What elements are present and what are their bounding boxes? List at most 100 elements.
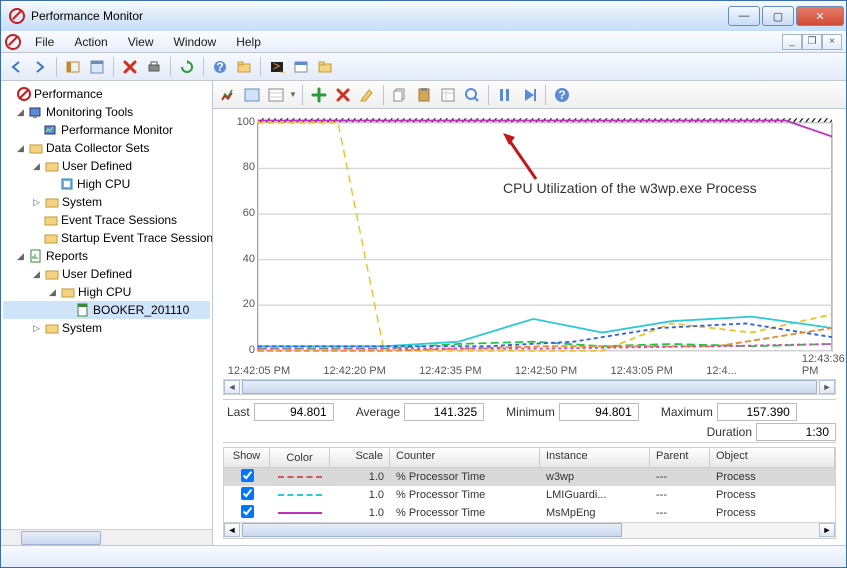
- tree-startup-event-trace[interactable]: Startup Event Trace Sessions: [3, 229, 210, 247]
- tree-performance-monitor[interactable]: Performance Monitor: [3, 121, 210, 139]
- zoom-button[interactable]: [461, 84, 483, 106]
- header-show[interactable]: Show: [224, 448, 270, 467]
- counters-horizontal-scrollbar[interactable]: ◄ ►: [224, 522, 835, 538]
- menu-window[interactable]: Window: [164, 33, 227, 51]
- remove-counter-button[interactable]: [332, 84, 354, 106]
- tree-reports-user-defined[interactable]: ◢User Defined: [3, 265, 210, 283]
- counter-name: % Processor Time: [390, 488, 540, 502]
- y-tick-label: 40: [243, 253, 255, 265]
- counter-show-checkbox[interactable]: [241, 487, 254, 500]
- menu-view[interactable]: View: [118, 33, 164, 51]
- counter-show-checkbox[interactable]: [241, 469, 254, 482]
- new-window-button[interactable]: [290, 56, 312, 78]
- counter-show-checkbox[interactable]: [241, 505, 254, 518]
- show-hide-tree-button[interactable]: [62, 56, 84, 78]
- minimize-button[interactable]: —: [728, 6, 760, 26]
- header-counter[interactable]: Counter: [390, 448, 540, 467]
- tree-system[interactable]: ▷System: [3, 193, 210, 211]
- highlight-button[interactable]: [356, 84, 378, 106]
- counter-object: Process: [710, 488, 835, 502]
- close-button[interactable]: ✕: [796, 6, 844, 26]
- counter-row[interactable]: 1.0% Processor TimeLMIGuardi...---Proces…: [224, 486, 835, 504]
- counter-instance: w3wp: [540, 470, 650, 484]
- maximize-button[interactable]: ▢: [762, 6, 794, 26]
- print-button[interactable]: [143, 56, 165, 78]
- tree-monitoring-tools[interactable]: ◢Monitoring Tools: [3, 103, 210, 121]
- help-button[interactable]: ?: [209, 56, 231, 78]
- tree-root[interactable]: Performance: [3, 85, 210, 103]
- tree-data-collector-sets[interactable]: ◢Data Collector Sets: [3, 139, 210, 157]
- view-chart-button[interactable]: [217, 84, 239, 106]
- view-report-button[interactable]: [265, 84, 287, 106]
- header-color[interactable]: Color: [270, 448, 330, 467]
- menu-file[interactable]: File: [25, 33, 64, 51]
- tree-user-defined[interactable]: ◢User Defined: [3, 157, 210, 175]
- x-tick-label: 12:4...: [706, 365, 737, 377]
- header-instance[interactable]: Instance: [540, 448, 650, 467]
- title-bar: Performance Monitor — ▢ ✕: [1, 1, 846, 31]
- counter-instance: LMIGuardi...: [540, 488, 650, 502]
- delete-button[interactable]: [119, 56, 141, 78]
- mdi-close-button[interactable]: ×: [822, 34, 842, 50]
- tree-root-label: Performance: [34, 87, 103, 101]
- header-scale[interactable]: Scale: [330, 448, 390, 467]
- tree-reports-high-cpu[interactable]: ◢High CPU: [3, 283, 210, 301]
- svg-text:?: ?: [558, 88, 565, 102]
- tree-label: Performance Monitor: [61, 123, 173, 137]
- tree-event-trace[interactable]: Event Trace Sessions: [3, 211, 210, 229]
- svg-text:>_: >_: [273, 59, 285, 73]
- add-counter-button[interactable]: [308, 84, 330, 106]
- chart-help-button[interactable]: ?: [551, 84, 573, 106]
- main-toolbar: ? >_: [1, 53, 846, 81]
- chart-properties-button[interactable]: [437, 84, 459, 106]
- tree-high-cpu[interactable]: High CPU: [3, 175, 210, 193]
- x-tick-label: 12:43:05 PM: [611, 365, 673, 377]
- time-range-scrollbar[interactable]: ◄ ►: [223, 379, 836, 395]
- properties-button[interactable]: [86, 56, 108, 78]
- tree-horizontal-scrollbar[interactable]: [1, 529, 212, 545]
- paste-button[interactable]: [413, 84, 435, 106]
- folder-button-1[interactable]: [233, 56, 255, 78]
- counter-scale: 1.0: [330, 470, 390, 484]
- tree-label: System: [62, 195, 102, 209]
- menu-help[interactable]: Help: [226, 33, 271, 51]
- counter-name: % Processor Time: [390, 470, 540, 484]
- nav-back-button[interactable]: [5, 56, 27, 78]
- copy-button[interactable]: [389, 84, 411, 106]
- terminal-button[interactable]: >_: [266, 56, 288, 78]
- tree-reports[interactable]: ◢Reports: [3, 247, 210, 265]
- folder-button-2[interactable]: [314, 56, 336, 78]
- counters-header[interactable]: Show Color Scale Counter Instance Parent…: [224, 448, 835, 468]
- tree-label: BOOKER_201110: [93, 303, 189, 317]
- tree-label: Data Collector Sets: [46, 141, 149, 155]
- status-bar: [1, 545, 846, 567]
- stat-min-value: 94.801: [559, 403, 639, 421]
- menu-action[interactable]: Action: [64, 33, 117, 51]
- counter-color-swatch: [278, 512, 322, 514]
- tree-label: High CPU: [77, 177, 130, 191]
- counter-parent: ---: [650, 506, 710, 520]
- mdi-restore-button[interactable]: ❐: [802, 34, 822, 50]
- nav-forward-button[interactable]: [29, 56, 51, 78]
- update-button[interactable]: [518, 84, 540, 106]
- annotation-arrow-icon: [501, 131, 541, 181]
- view-histogram-button[interactable]: [241, 84, 263, 106]
- refresh-button[interactable]: [176, 56, 198, 78]
- counter-row[interactable]: 1.0% Processor Timew3wp---Process: [224, 468, 835, 486]
- x-tick-label: 12:42:35 PM: [419, 365, 481, 377]
- counter-row[interactable]: 1.0% Processor TimeMsMpEng---Process: [224, 504, 835, 522]
- tree-label: Monitoring Tools: [46, 105, 133, 119]
- freeze-button[interactable]: [494, 84, 516, 106]
- performance-chart[interactable]: CPU Utilization of the w3wp.exe Process …: [223, 115, 836, 377]
- stat-last-value: 94.801: [254, 403, 334, 421]
- mdi-minimize-button[interactable]: _: [782, 34, 802, 50]
- tree-reports-system[interactable]: ▷System: [3, 319, 210, 337]
- stat-last-label: Last: [223, 405, 254, 419]
- tree-label: User Defined: [62, 267, 132, 281]
- app-icon-small: [5, 34, 21, 50]
- tree-booker-report[interactable]: BOOKER_201110: [3, 301, 210, 319]
- tree-label: User Defined: [62, 159, 132, 173]
- header-parent[interactable]: Parent: [650, 448, 710, 467]
- header-object[interactable]: Object: [710, 448, 835, 467]
- stat-min-label: Minimum: [502, 405, 559, 419]
